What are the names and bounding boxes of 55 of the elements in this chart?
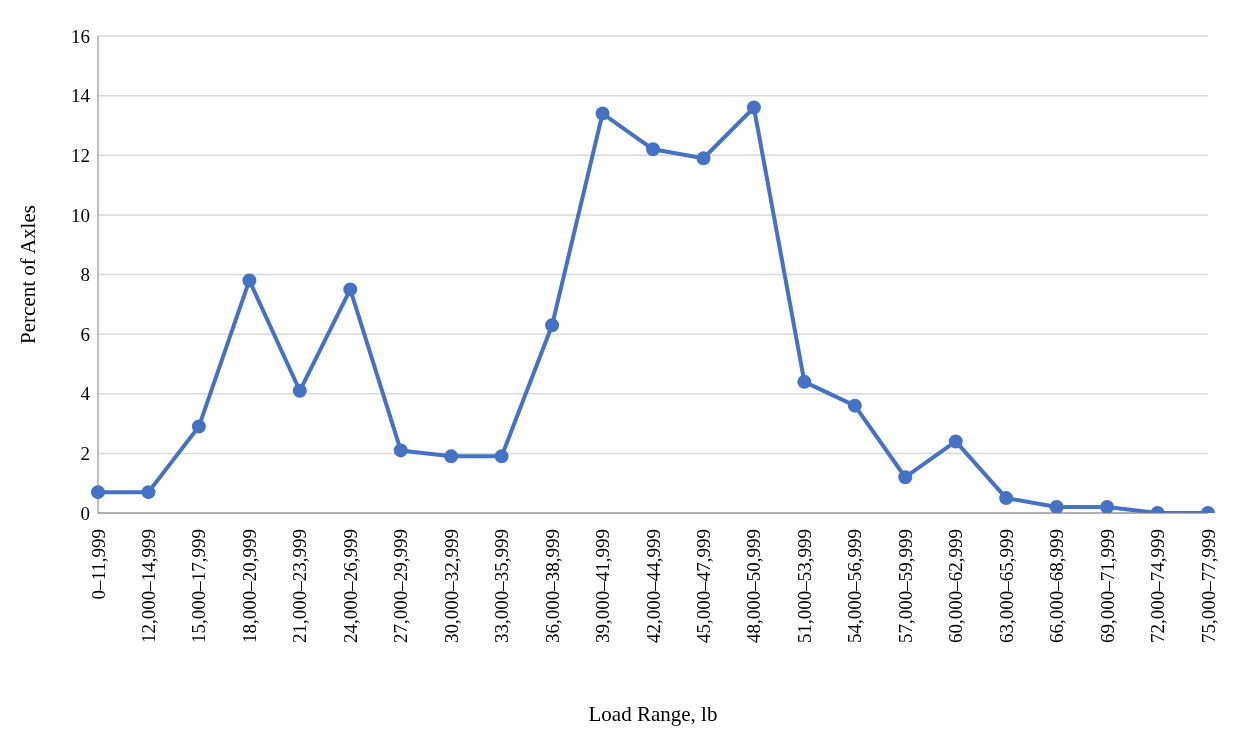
point: [292, 383, 307, 398]
x-tick-label: 36,000–38,999: [541, 529, 563, 643]
x-tick-label: 66,000–68,999: [1046, 529, 1068, 643]
x-tick-label: 21,000–23,999: [289, 529, 311, 643]
point: [141, 485, 156, 500]
point: [91, 485, 105, 500]
x-tick-label: 27,000–29,999: [390, 529, 412, 643]
y-tick-label: 10: [71, 204, 90, 226]
point: [545, 318, 560, 333]
x-tick-label: 45,000–47,999: [692, 529, 714, 643]
point: [393, 443, 408, 458]
point: [595, 106, 610, 121]
point: [444, 449, 459, 464]
y-tick-label: 0: [80, 502, 90, 524]
point: [746, 100, 761, 115]
point: [1049, 500, 1064, 513]
point: [646, 142, 660, 157]
point: [847, 398, 862, 413]
x-tick-label: 60,000–62,999: [945, 529, 967, 643]
x-tick-label: 57,000–59,999: [894, 529, 916, 643]
point: [343, 282, 358, 297]
point: [797, 374, 812, 389]
x-tick-label: 33,000–35,999: [491, 529, 513, 643]
x-tick-label: 0–11,999: [87, 529, 109, 600]
x-tick-label: 72,000–74,999: [1147, 529, 1169, 643]
x-tick-label: 42,000–44,999: [642, 529, 664, 643]
x-tick-label: 54,000–56,999: [844, 529, 866, 643]
x-tick-label: 24,000–26,999: [339, 529, 361, 643]
point: [242, 273, 257, 288]
x-tick-label: 39,000–41,999: [592, 529, 614, 643]
y-tick-label: 4: [80, 383, 91, 405]
x-tick-label: 48,000–50,999: [743, 529, 765, 643]
x-tick-label: 18,000–20,999: [238, 529, 260, 643]
point: [494, 449, 509, 464]
x-tick-label: 69,000–71,999: [1096, 529, 1118, 643]
x-tick-label: 30,000–32,999: [440, 529, 462, 643]
y-tick-label: 6: [80, 323, 90, 345]
x-tick-label: 75,000–77,999: [1197, 529, 1219, 643]
point: [898, 470, 913, 485]
x-tick-label: 63,000–65,999: [995, 529, 1017, 643]
y-tick-label: 8: [80, 264, 90, 286]
y-tick-label: 12: [71, 144, 90, 166]
point: [999, 491, 1014, 506]
x-tick-label: 12,000–14,999: [137, 529, 159, 643]
x-axis-title: Load Range, lb: [588, 702, 718, 726]
y-tick-label: 16: [71, 25, 90, 47]
point: [696, 151, 711, 166]
y-axis-title: Percent of Axles: [16, 205, 41, 344]
x-tick-label: 15,000–17,999: [188, 529, 210, 643]
y-tick-label: 14: [71, 85, 91, 107]
point: [948, 434, 963, 449]
point: [191, 419, 206, 434]
point: [1100, 500, 1115, 513]
y-tick-label: 2: [80, 443, 90, 465]
x-tick-label: 51,000–53,999: [793, 529, 815, 643]
